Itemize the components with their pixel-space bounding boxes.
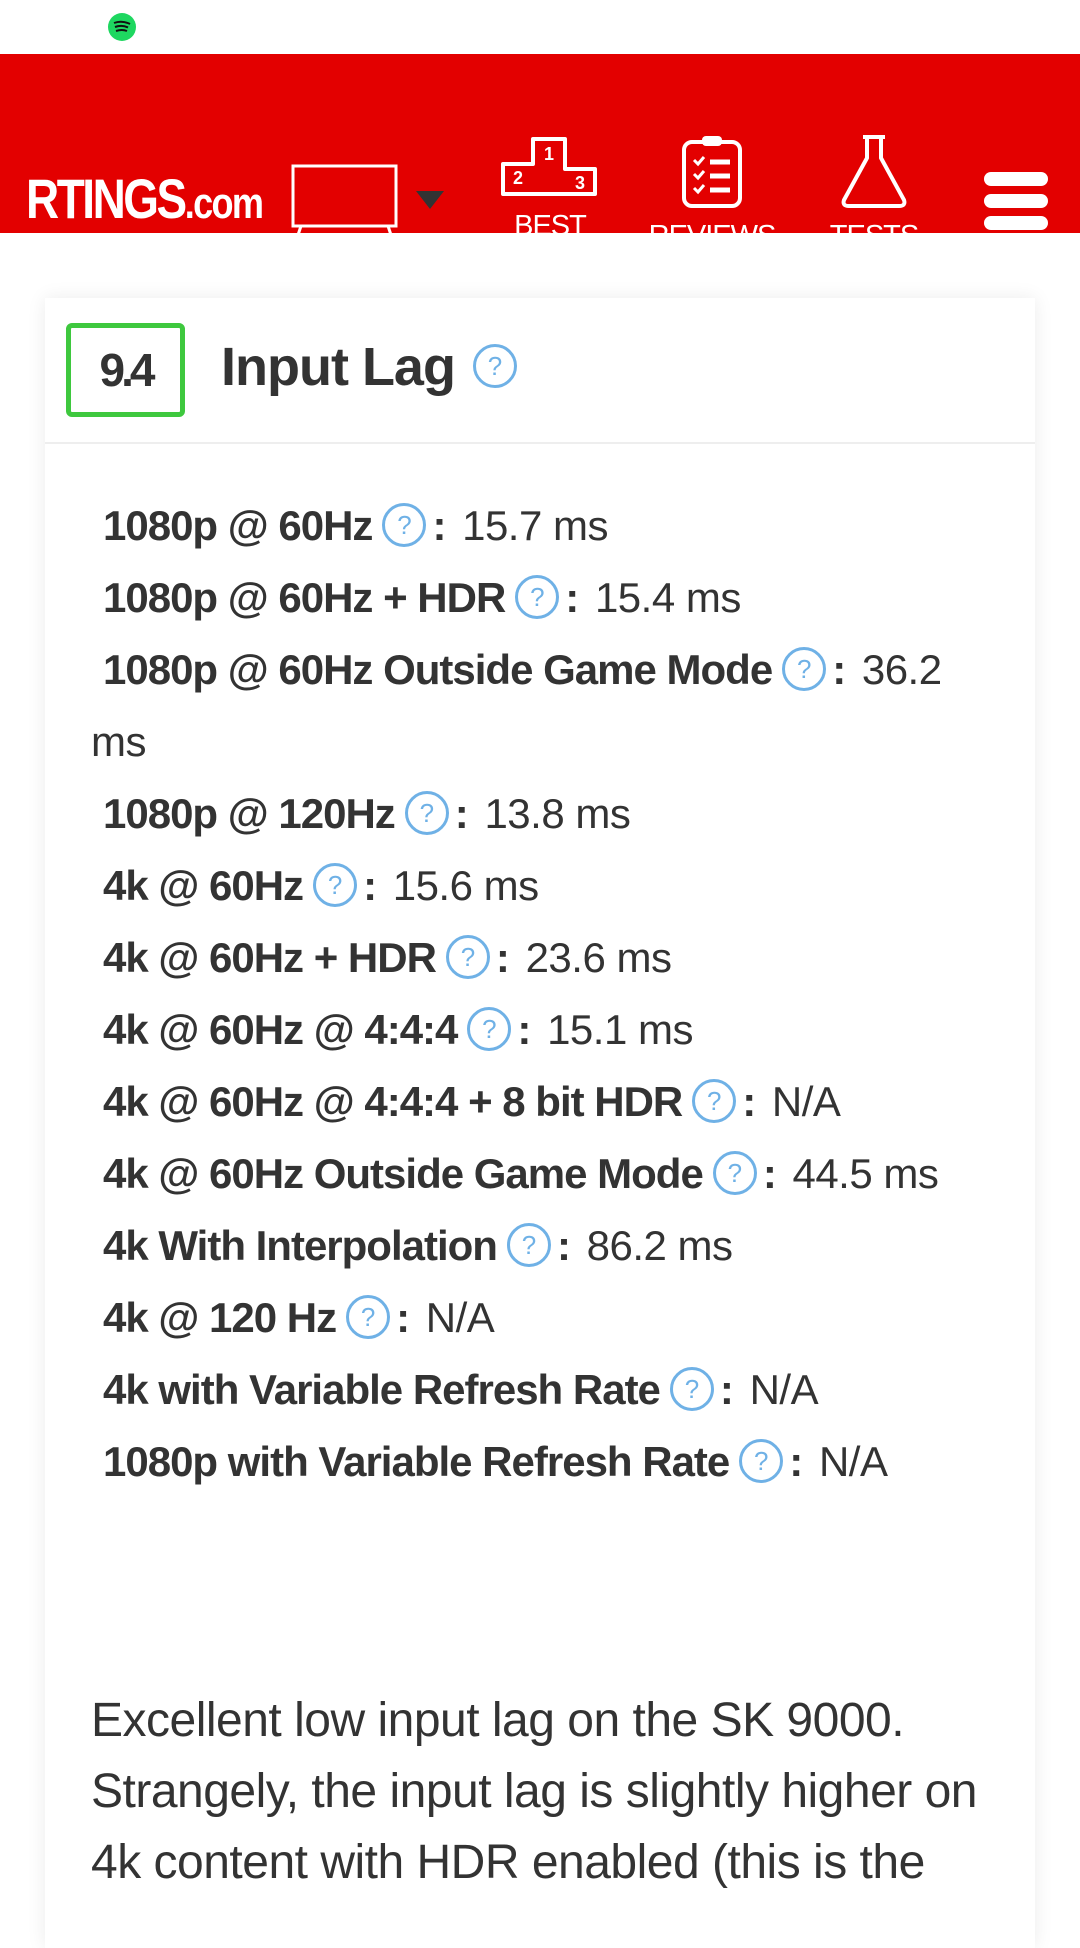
measurement-row: 1080p @ 120Hz?: 13.8 ms [91, 778, 991, 850]
help-icon[interactable]: ? [712, 1151, 757, 1195]
podium-icon: 1 2 3 [501, 137, 597, 196]
measurement-label: 4k @ 60Hz Outside Game Mode [103, 1150, 704, 1197]
measurement-row: 1080p with Variable Refresh Rate?: N/A [91, 1426, 991, 1498]
score-badge: 9.4 [66, 323, 185, 417]
measurement-value: 15.1 ms [547, 1006, 693, 1053]
colon: : [565, 574, 591, 621]
measurement-row: 4k @ 60Hz?: 15.6 ms [91, 850, 991, 922]
measurement-row: 4k With Interpolation?: 86.2 ms [91, 1210, 991, 1282]
colon: : [517, 1006, 544, 1053]
measurement-label: 1080p with Variable Refresh Rate [103, 1438, 730, 1485]
colon: : [789, 1438, 815, 1485]
chevron-down-icon[interactable] [416, 191, 444, 209]
help-icon[interactable]: ? [669, 1367, 714, 1411]
help-icon[interactable]: ? [472, 344, 517, 388]
measurement-row: 4k @ 120 Hz?: N/A [91, 1282, 991, 1354]
input-lag-card: 9.4 Input Lag? 1080p @ 60Hz?: 15.7 ms 108… [45, 298, 1035, 1948]
measurement-row: 1080p @ 60Hz + HDR?: 15.4 ms [91, 562, 991, 634]
measurement-value: N/A [818, 1438, 888, 1485]
measurement-row: 1080p @ 60Hz?: 15.7 ms [91, 490, 991, 562]
measurement-row: 1080p @ 60Hz Outside Game Mode?: 36.2 ms [91, 634, 991, 778]
spotify-icon [108, 13, 136, 41]
tv-icon[interactable] [291, 164, 401, 241]
colon: : [742, 1078, 768, 1125]
svg-text:2: 2 [513, 168, 523, 188]
help-icon[interactable]: ? [382, 503, 427, 547]
colon: : [556, 1222, 583, 1269]
svg-text:3: 3 [575, 173, 585, 193]
measurement-value: N/A [771, 1078, 841, 1125]
help-icon[interactable]: ? [782, 647, 827, 691]
measurement-row: 4k with Variable Refresh Rate?: N/A [91, 1354, 991, 1426]
flask-icon [841, 135, 907, 208]
nav-reviews[interactable]: REVIEWS [642, 134, 782, 253]
card-header: 9.4 Input Lag? [45, 298, 1035, 444]
measurement-value: 86.2 ms [586, 1222, 733, 1269]
help-icon[interactable]: ? [313, 863, 358, 907]
rtings-logo[interactable]: RTINGS.com [26, 167, 264, 230]
measurement-label: 4k @ 60Hz + HDR [103, 934, 437, 981]
help-icon[interactable]: ? [467, 1007, 512, 1051]
measurement-value: 36.2 ms [91, 646, 942, 765]
colon: : [495, 934, 522, 981]
colon: : [762, 1150, 789, 1197]
help-icon[interactable]: ? [506, 1223, 551, 1267]
measurement-value: 15.7 ms [462, 502, 608, 549]
status-bar [0, 0, 1080, 54]
colon: : [832, 646, 858, 693]
measurement-label: 4k @ 60Hz @ 4:4:4 [103, 1006, 458, 1053]
svg-text:1: 1 [544, 144, 554, 164]
help-icon[interactable]: ? [404, 791, 449, 835]
measurement-label: 4k @ 60Hz @ 4:4:4 + 8 bit HDR [103, 1078, 683, 1125]
measurement-list: 1080p @ 60Hz?: 15.7 ms 1080p @ 60Hz + HDR… [91, 490, 991, 1498]
measurement-value: 15.4 ms [594, 574, 741, 621]
nav-tests[interactable]: TESTS [804, 134, 944, 253]
description: Excellent low input lag on the SK 9000. … [91, 1694, 977, 1889]
clipboard-icon [682, 136, 742, 208]
measurement-label: 1080p @ 60Hz Outside Game Mode [103, 646, 773, 693]
measurement-label: 1080p @ 120Hz [103, 790, 396, 837]
measurement-value: 13.8 ms [484, 790, 631, 837]
help-icon[interactable]: ? [692, 1079, 737, 1123]
help-icon[interactable]: ? [445, 935, 490, 979]
measurement-value: N/A [749, 1366, 819, 1413]
measurement-row: 4k @ 60Hz Outside Game Mode?: 44.5 ms [91, 1138, 991, 1210]
measurement-label: 4k with Variable Refresh Rate [103, 1366, 661, 1413]
colon: : [719, 1366, 746, 1413]
help-icon[interactable]: ? [515, 575, 560, 619]
measurement-row: 4k @ 60Hz @ 4:4:4?: 15.1 ms [91, 994, 991, 1066]
measurement-value: 44.5 ms [792, 1150, 939, 1197]
colon: : [363, 862, 389, 909]
measurement-label: 4k @ 60Hz [103, 862, 304, 909]
measurement-label: 4k With Interpolation [103, 1222, 498, 1269]
measurement-row: 4k @ 60Hz + HDR?: 23.6 ms [91, 922, 991, 994]
hamburger-icon[interactable] [984, 172, 1048, 238]
help-icon[interactable]: ? [346, 1295, 391, 1339]
measurement-label: 1080p @ 60Hz [103, 502, 373, 549]
help-icon[interactable]: ? [739, 1439, 784, 1483]
measurement-row: 4k @ 60Hz @ 4:4:4 + 8 bit HDR?: N/A [91, 1066, 991, 1138]
measurement-value: N/A [425, 1294, 495, 1341]
section-title: Input Lag? [221, 336, 523, 398]
measurement-value: 15.6 ms [392, 862, 539, 909]
colon: : [432, 502, 459, 549]
colon: : [396, 1294, 422, 1341]
colon: : [454, 790, 481, 837]
measurement-label: 4k @ 120 Hz [103, 1294, 337, 1341]
measurement-value: 23.6 ms [525, 934, 672, 981]
measurement-label: 1080p @ 60Hz + HDR [103, 574, 506, 621]
